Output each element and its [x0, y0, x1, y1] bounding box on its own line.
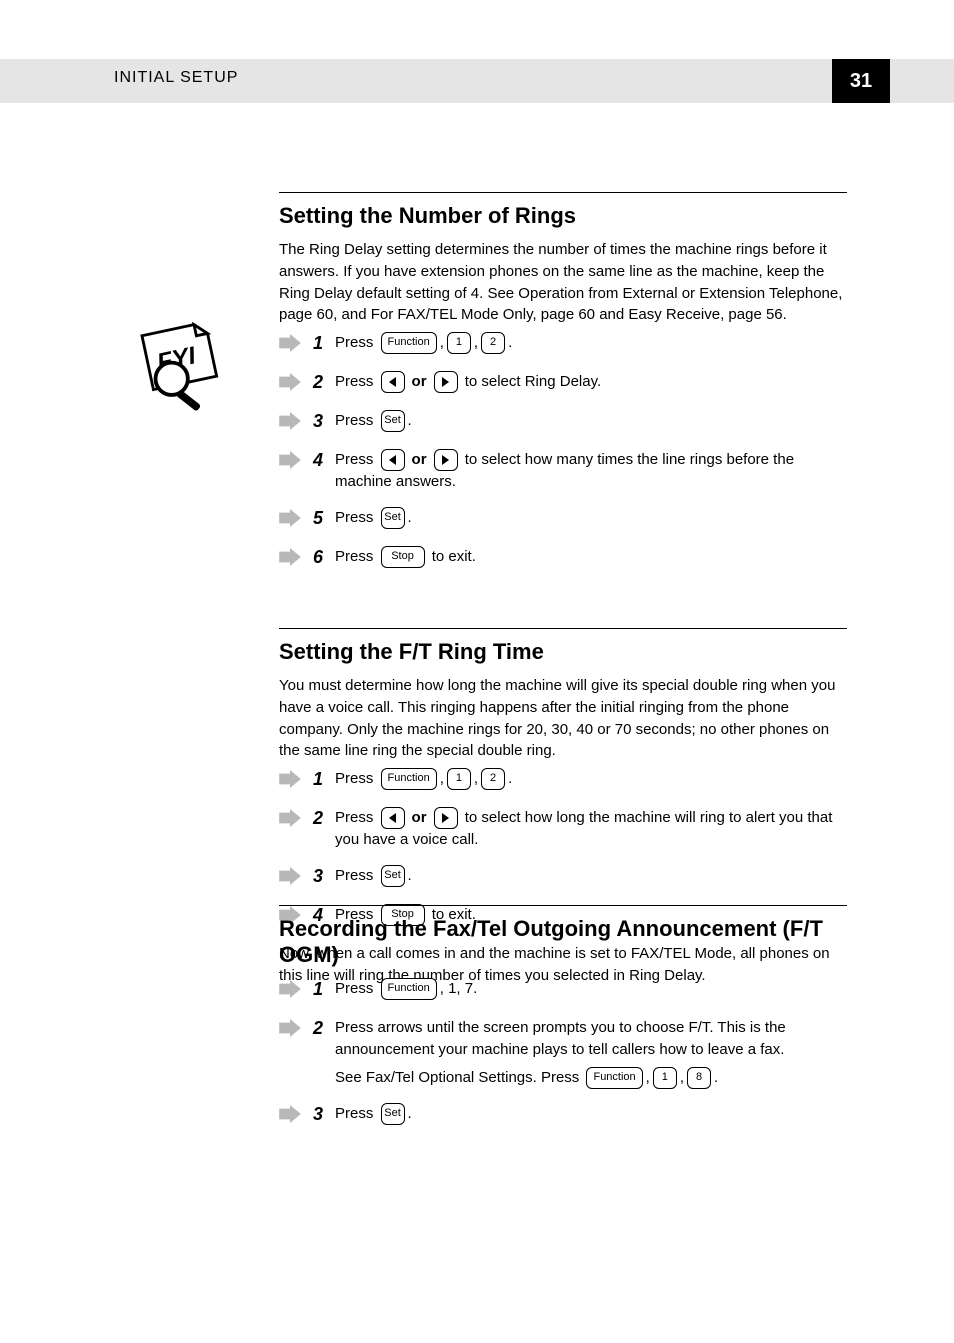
step-number: 3	[313, 1103, 323, 1125]
step-text: Press or to select how many times the li…	[335, 449, 847, 493]
key-1: 1	[653, 1067, 677, 1089]
step-arrow-icon	[279, 548, 301, 571]
key-function: Function	[381, 768, 437, 790]
key-right	[434, 449, 458, 471]
section-rule	[279, 192, 847, 193]
or: or	[412, 809, 427, 826]
key-function: Function	[586, 1067, 642, 1089]
step: 2 Press or to select how long the machin…	[279, 807, 847, 851]
key-right	[434, 807, 458, 829]
key-left	[381, 807, 405, 829]
key-set: Set	[381, 410, 405, 432]
key-set: Set	[381, 507, 405, 529]
key-right	[434, 371, 458, 393]
step: 2 Press or to select Ring Delay.	[279, 371, 847, 396]
section-intro: The Ring Delay setting determines the nu…	[279, 239, 847, 326]
section-title: Recording the Fax/Tel Outgoing Announcem…	[279, 916, 847, 968]
step-text: Press or to select Ring Delay.	[335, 371, 847, 393]
step: 3 Press Set.	[279, 410, 847, 435]
key-1: 1	[447, 332, 471, 354]
key-set: Set	[381, 865, 405, 887]
step-number: 1	[313, 768, 323, 790]
page-badge: 31	[832, 59, 890, 103]
step-text: Press Function,1,2.	[335, 768, 847, 790]
step-arrow-icon	[279, 809, 301, 832]
step: 3 Press Set.	[279, 1103, 847, 1128]
step-text: Press or to select how long the machine …	[335, 807, 847, 851]
step-arrow-icon	[279, 770, 301, 793]
step-text: Press Set.	[335, 507, 847, 529]
section: Recording the Fax/Tel Outgoing Announcem…	[279, 895, 847, 1142]
steps: 1 Press Function,1,2. 2 Press or to sele…	[279, 332, 847, 571]
key-8: 8	[687, 1067, 711, 1089]
step-arrow-icon	[279, 334, 301, 357]
section-rule	[279, 905, 847, 906]
page: INITIAL SETUP 31 FYI Setting the Number …	[0, 0, 954, 1343]
step-text: Press Set.	[335, 865, 847, 887]
key-function: Function	[381, 332, 437, 354]
step: 1 Press Function, 1, 7.	[279, 978, 847, 1003]
step-number: 1	[313, 978, 323, 1000]
trail: See Fax/Tel Optional Settings. Press Fun…	[335, 1067, 847, 1089]
step: 3 Press Set.	[279, 865, 847, 890]
step-arrow-icon	[279, 373, 301, 396]
step: 6 Press Stop to exit.	[279, 546, 847, 571]
step: 5 Press Set.	[279, 507, 847, 532]
section-intro: You must determine how long the machine …	[279, 675, 847, 762]
step-number: 4	[313, 449, 323, 471]
or: or	[412, 451, 427, 468]
key-stop: Stop	[381, 546, 425, 568]
step-arrow-icon	[279, 451, 301, 474]
step-text: Press Function, 1, 7.	[335, 978, 847, 1000]
step-text: Press Set.	[335, 1103, 847, 1125]
key-set: Set	[381, 1103, 405, 1125]
section-title: Setting the F/T Ring Time	[279, 639, 847, 665]
section-rule	[279, 628, 847, 629]
key-1: 1	[447, 768, 471, 790]
or: or	[412, 373, 427, 390]
step: 1 Press Function,1,2.	[279, 768, 847, 793]
step-text: Press Function,1,2.	[335, 332, 847, 354]
key-2: 2	[481, 768, 505, 790]
section-title: Setting the Number of Rings	[279, 203, 847, 229]
step-number: 2	[313, 371, 323, 393]
steps: 1 Press Function, 1, 7. 2 Press arrows u…	[279, 978, 847, 1128]
step-number: 6	[313, 546, 323, 568]
step-arrow-icon	[279, 1019, 301, 1042]
fyi-icon: FYI	[128, 318, 223, 418]
step-arrow-icon	[279, 980, 301, 1003]
step-arrow-icon	[279, 509, 301, 532]
step-number: 5	[313, 507, 323, 529]
step: 4 Press or to select how many times the …	[279, 449, 847, 493]
step-text: Press arrows until the screen prompts yo…	[335, 1017, 847, 1089]
step-number: 3	[313, 410, 323, 432]
key-function: Function	[381, 978, 437, 1000]
key-2: 2	[481, 332, 505, 354]
step-number: 2	[313, 1017, 323, 1039]
header-bar: INITIAL SETUP 31	[0, 59, 954, 103]
step-text: Press Stop to exit.	[335, 546, 847, 568]
key-left	[381, 449, 405, 471]
step-arrow-icon	[279, 412, 301, 435]
step-arrow-icon	[279, 1105, 301, 1128]
section: Setting the Number of Rings The Ring Dela…	[279, 182, 847, 585]
step-arrow-icon	[279, 867, 301, 890]
header-label: INITIAL SETUP	[114, 69, 238, 87]
step-text: Press Set.	[335, 410, 847, 432]
key-left	[381, 371, 405, 393]
step: 1 Press Function,1,2.	[279, 332, 847, 357]
step-number: 1	[313, 332, 323, 354]
step: 2 Press arrows until the screen prompts …	[279, 1017, 847, 1089]
step-number: 2	[313, 807, 323, 829]
step-number: 3	[313, 865, 323, 887]
